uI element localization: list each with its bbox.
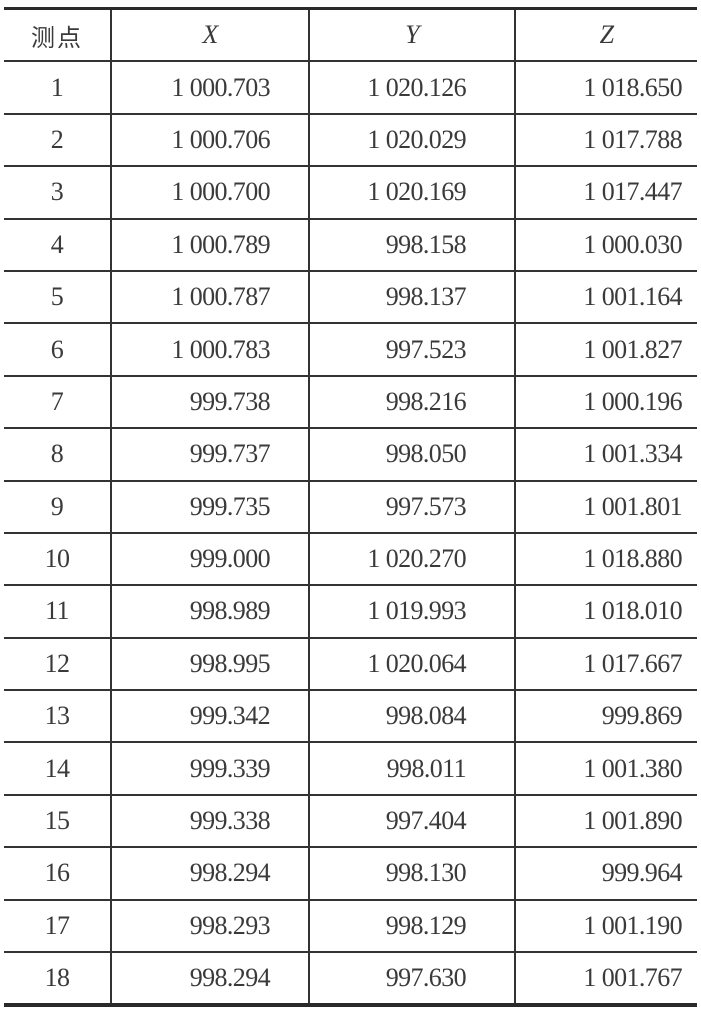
cell-x: 1 000.703 (111, 60, 310, 114)
cell-point: 10 (4, 531, 112, 586)
cell-x: 998.995 (111, 636, 310, 691)
cell-point: 11 (4, 584, 112, 638)
header-y: Y (309, 8, 516, 62)
table-row: 8 999.737 998.050 1 001.334 (4, 427, 697, 481)
table-row: 14 999.339 998.011 1 001.380 (4, 741, 697, 795)
cell-z: 1 000.030 (515, 217, 697, 271)
cell-point: 2 (4, 112, 112, 167)
cell-y: 998.084 (309, 689, 516, 743)
cell-z: 1 017.447 (515, 165, 697, 219)
cell-z: 1 018.010 (515, 584, 697, 638)
cell-x: 1 000.783 (111, 322, 310, 376)
cell-y: 998.216 (309, 374, 516, 429)
cell-point: 8 (4, 427, 112, 481)
header-z: Z (599, 20, 614, 50)
cell-point: 6 (4, 322, 112, 376)
cell-x: 1 000.700 (111, 165, 310, 219)
cell-y: 1 020.169 (309, 165, 516, 219)
cell-y: 998.129 (309, 898, 516, 953)
cell-x: 998.294 (111, 951, 310, 1006)
cell-x: 999.737 (111, 427, 310, 481)
cell-x: 998.293 (111, 898, 310, 953)
cell-y: 998.011 (309, 741, 516, 795)
cell-x: 999.342 (111, 689, 310, 743)
cell-point: 15 (4, 793, 112, 848)
cell-z: 1 001.767 (515, 951, 697, 1006)
cell-z: 1 001.827 (515, 322, 697, 376)
table-row: 13 999.342 998.084 999.869 (4, 689, 697, 743)
cell-point: 13 (4, 689, 112, 743)
table-row: 17 998.293 998.129 1 001.190 (4, 898, 697, 953)
header-row: 测点 X Y Z (4, 8, 697, 62)
cell-x: 999.735 (111, 479, 310, 533)
cell-point: 14 (4, 741, 112, 795)
table-row: 16 998.294 998.130 999.964 (4, 846, 697, 900)
table-row: 15 999.338 997.404 1 001.890 (4, 793, 697, 848)
cell-x: 999.339 (111, 741, 310, 795)
cell-y: 997.573 (309, 479, 516, 533)
cell-z: 1 001.334 (515, 427, 697, 481)
cell-y: 997.404 (309, 793, 516, 848)
cell-z: 1 001.380 (515, 741, 697, 795)
cell-y: 1 019.993 (309, 584, 516, 638)
cell-z: 1 001.190 (515, 898, 697, 953)
cell-point: 1 (4, 60, 112, 114)
table-row: 7 999.738 998.216 1 000.196 (4, 374, 697, 429)
cell-x: 998.294 (111, 846, 310, 900)
table-row: 9 999.735 997.573 1 001.801 (4, 479, 697, 533)
cell-y: 998.050 (309, 427, 516, 481)
cell-x: 999.000 (111, 531, 310, 586)
cell-y: 1 020.270 (309, 531, 516, 586)
cell-x: 999.338 (111, 793, 310, 848)
cell-y: 997.523 (309, 322, 516, 376)
table-row: 18 998.294 997.630 1 001.767 (4, 951, 697, 1006)
cell-point: 17 (4, 898, 112, 953)
cell-point: 3 (4, 165, 112, 219)
cell-z: 1 018.880 (515, 531, 697, 586)
cell-y: 998.137 (309, 269, 516, 324)
table-row: 10 999.000 1 020.270 1 018.880 (4, 531, 697, 586)
header-x: X (111, 8, 310, 62)
cell-z: 1 018.650 (515, 60, 697, 114)
cell-y: 998.130 (309, 846, 516, 900)
cell-y: 1 020.126 (309, 60, 516, 114)
cell-point: 12 (4, 636, 112, 691)
cell-point: 9 (4, 479, 112, 533)
cell-x: 998.989 (111, 584, 310, 638)
cell-y: 998.158 (309, 217, 516, 271)
cell-x: 999.738 (111, 374, 310, 429)
header-point: 测点 (4, 8, 112, 62)
cell-x: 1 000.706 (111, 112, 310, 167)
cell-z: 999.964 (515, 846, 697, 900)
cell-z: 1 001.164 (515, 269, 697, 324)
table-row: 12 998.995 1 020.064 1 017.667 (4, 636, 697, 691)
cell-z: 999.869 (515, 689, 697, 743)
table-row: 11 998.989 1 019.993 1 018.010 (4, 584, 697, 638)
cell-z: 1 000.196 (515, 374, 697, 429)
cell-z: 1 017.788 (515, 112, 697, 167)
cell-z: 1 001.890 (515, 793, 697, 848)
cell-y: 1 020.064 (309, 636, 516, 691)
cell-x: 1 000.787 (111, 269, 310, 324)
cell-point: 18 (4, 951, 112, 1006)
cell-point: 7 (4, 374, 112, 429)
cell-point: 4 (4, 217, 112, 271)
cell-y: 997.630 (309, 951, 516, 1006)
cell-point: 16 (4, 846, 112, 900)
cell-y: 1 020.029 (309, 112, 516, 167)
cell-z: 1 017.667 (515, 636, 697, 691)
cell-point: 5 (4, 269, 112, 324)
cell-x: 1 000.789 (111, 217, 310, 271)
cell-z: 1 001.801 (515, 479, 697, 533)
